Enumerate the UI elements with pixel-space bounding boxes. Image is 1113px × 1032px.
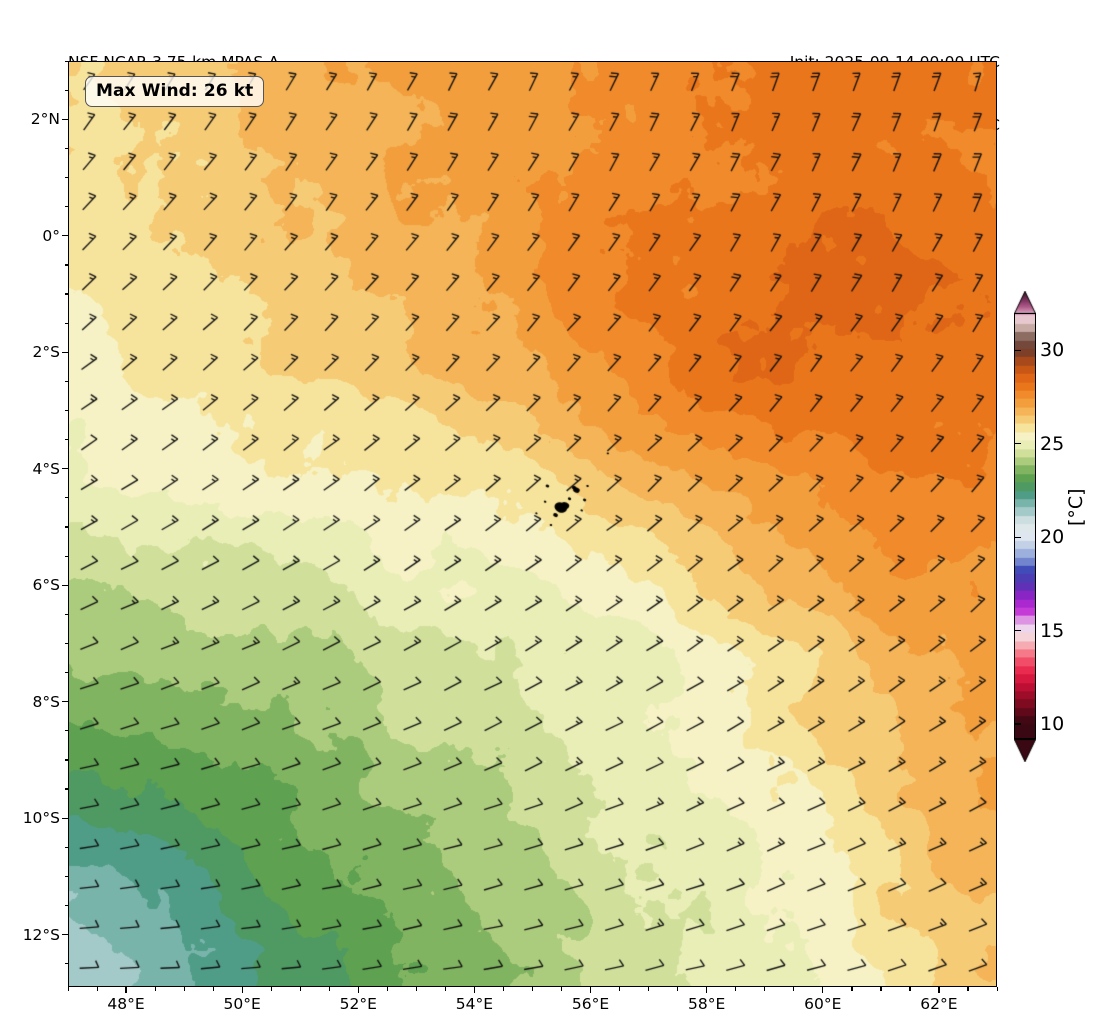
y-minor-tickmark <box>64 206 68 208</box>
x-minor-tickmark <box>444 987 447 991</box>
x-minor-tickmark <box>880 987 882 991</box>
x-tickmark <box>706 987 708 993</box>
y-tickmark <box>62 933 68 936</box>
x-minor-tickmark <box>386 987 389 991</box>
x-minor-tickmark <box>415 987 418 991</box>
y-minor-tickmark <box>64 555 68 557</box>
colorbar-tickmark <box>1014 536 1021 538</box>
colorbar-tickmark <box>1014 349 1021 352</box>
x-minor-tickmark <box>212 987 214 991</box>
colorbar-tick-label-2: 20 <box>1040 526 1065 549</box>
x-minor-tickmark <box>996 987 998 991</box>
x-tick-label-1: 50°E <box>223 995 261 1013</box>
x-minor-tickmark <box>619 987 621 991</box>
y-tick-label-0: 2°N <box>30 110 60 129</box>
colorbar-tickmark <box>1014 443 1021 445</box>
y-minor-tickmark <box>64 497 68 499</box>
y-tickmark <box>62 817 68 819</box>
x-minor-tickmark <box>735 987 737 991</box>
colorbar-tick-label-4: 10 <box>1040 713 1065 736</box>
x-minor-tickmark <box>532 987 534 991</box>
y-tickmark <box>62 351 68 353</box>
x-tickmark <box>241 987 243 993</box>
colorbar-tickmark <box>1014 723 1021 725</box>
x-tickmark <box>357 987 359 993</box>
x-tickmark <box>589 987 592 993</box>
x-tickmark <box>822 987 824 993</box>
y-minor-tickmark <box>64 846 68 848</box>
x-minor-tickmark <box>299 987 301 991</box>
y-minor-tickmark <box>64 439 68 441</box>
colorbar-extend-top-arrow <box>1014 291 1036 314</box>
colorbar-tick-label-3: 15 <box>1040 619 1065 642</box>
x-minor-tickmark <box>502 987 505 991</box>
y-minor-tickmark <box>64 147 68 150</box>
x-tick-label-2: 52°E <box>339 995 377 1013</box>
colorbar-tickmark <box>1014 629 1021 632</box>
y-tickmark <box>62 584 68 586</box>
x-tickmark <box>125 987 127 993</box>
colorbar-gradient <box>1014 313 1036 739</box>
colorbar-tick-label-1: 25 <box>1040 432 1065 455</box>
y-minor-tickmark <box>64 264 68 266</box>
y-minor-tickmark <box>64 176 68 179</box>
wind-barb-layer <box>69 62 996 986</box>
x-minor-tickmark <box>793 987 795 991</box>
y-minor-tickmark <box>64 322 68 324</box>
x-minor-tickmark <box>96 987 98 991</box>
x-tick-label-0: 48°E <box>107 995 145 1013</box>
map-plot-area[interactable]: Max Wind: 26 kt <box>68 61 997 987</box>
x-tick-label-5: 58°E <box>688 995 726 1013</box>
x-minor-tickmark <box>154 987 156 991</box>
y-minor-tickmark <box>64 759 68 761</box>
x-minor-tickmark <box>909 987 911 991</box>
y-tick-label-2: 2°S <box>32 343 60 362</box>
x-tick-label-3: 54°E <box>455 995 494 1013</box>
max-wind-annotation: Max Wind: 26 kt <box>85 76 265 107</box>
x-tickmark <box>938 987 940 993</box>
colorbar-tick-label-0: 30 <box>1040 339 1065 362</box>
y-minor-tickmark <box>64 526 68 528</box>
colorbar-extend-bottom-arrow <box>1014 739 1036 762</box>
y-tickmark <box>62 701 68 703</box>
x-minor-tickmark <box>328 987 330 991</box>
y-tick-label-5: 8°S <box>32 692 60 711</box>
x-minor-tickmark <box>648 987 650 991</box>
y-tick-label-1: 0° <box>42 226 60 245</box>
y-minor-tickmark <box>64 89 68 91</box>
y-minor-tickmark <box>64 380 68 382</box>
y-minor-tickmark <box>64 672 68 674</box>
x-minor-tickmark <box>764 987 766 991</box>
x-tick-label-4: 56°E <box>571 995 610 1013</box>
y-tick-label-3: 4°S <box>32 459 60 478</box>
x-minor-tickmark <box>677 987 679 991</box>
y-tickmark <box>62 118 68 120</box>
y-tick-label-6: 10°S <box>22 809 60 828</box>
colorbar[interactable] <box>1014 291 1036 762</box>
x-tickmark <box>473 987 476 993</box>
y-minor-tickmark <box>64 642 68 645</box>
colorbar-unit-label: [°C] <box>1065 488 1087 526</box>
x-tick-label-7: 62°E <box>920 995 958 1013</box>
y-minor-tickmark <box>64 60 68 62</box>
y-tick-label-7: 12°S <box>22 925 60 944</box>
x-minor-tickmark <box>561 987 563 991</box>
y-minor-tickmark <box>64 788 68 790</box>
y-minor-tickmark <box>64 409 68 412</box>
y-tickmark <box>62 468 68 470</box>
y-tick-label-4: 6°S <box>32 576 60 595</box>
y-tickmark <box>62 235 68 237</box>
x-minor-tickmark <box>67 987 69 991</box>
x-tick-label-6: 60°E <box>804 995 842 1013</box>
y-minor-tickmark <box>64 904 68 907</box>
x-minor-tickmark <box>270 987 272 991</box>
y-minor-tickmark <box>64 613 68 615</box>
y-minor-tickmark <box>64 963 68 965</box>
x-minor-tickmark <box>183 987 185 991</box>
x-minor-tickmark <box>851 987 853 991</box>
y-minor-tickmark <box>64 730 68 732</box>
x-minor-tickmark <box>967 987 969 991</box>
y-minor-tickmark <box>64 875 68 878</box>
y-minor-tickmark <box>64 293 68 295</box>
